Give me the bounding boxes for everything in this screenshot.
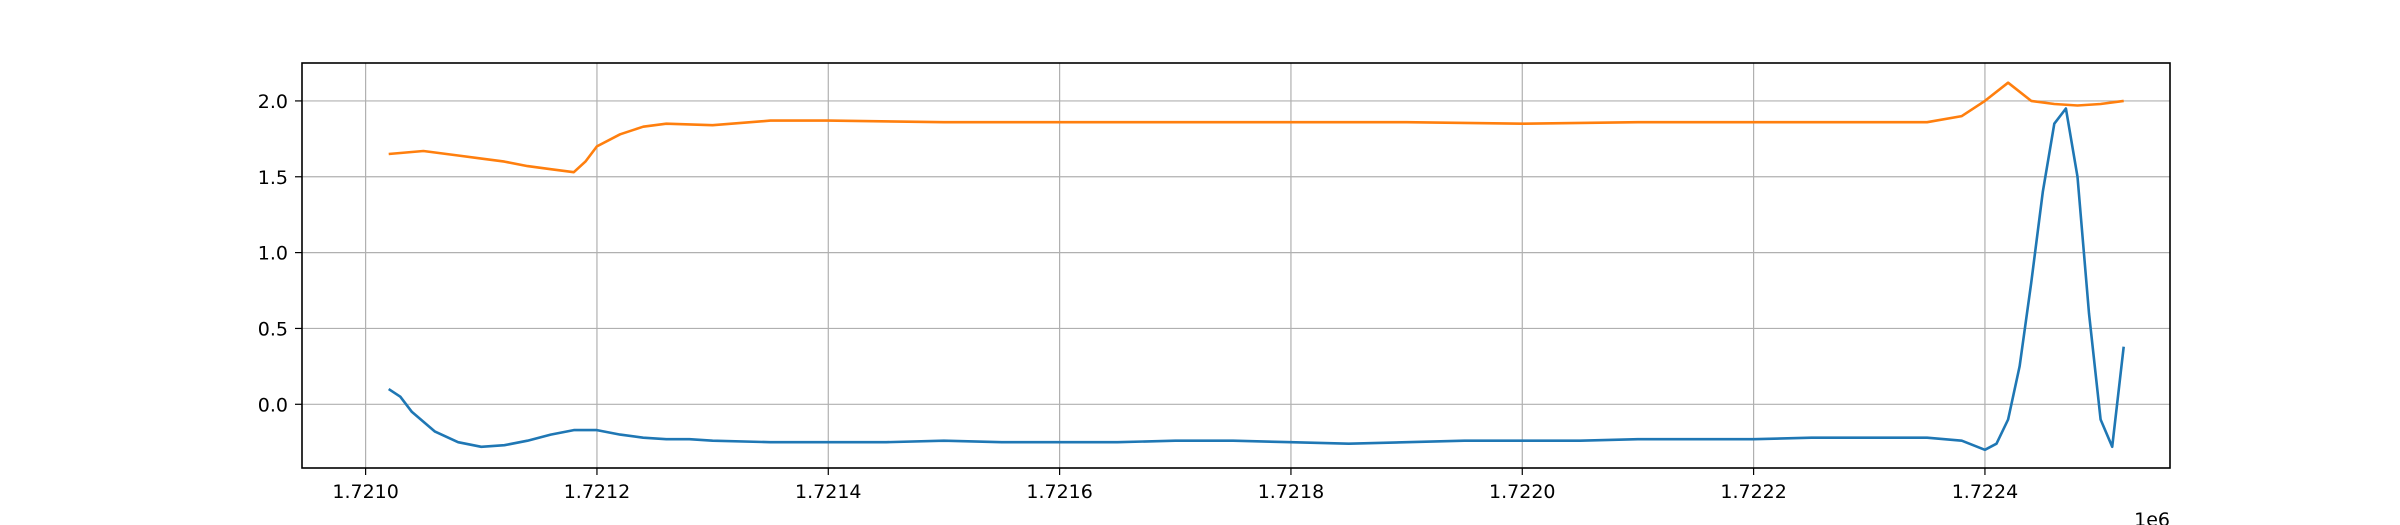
y-axis-ticks: 0.0 0.5 1.0 1.5 2.0 bbox=[258, 91, 302, 416]
series-lines bbox=[387, 81, 2125, 452]
grid-lines bbox=[302, 63, 2170, 468]
y-tick-label: 0.0 bbox=[258, 394, 288, 416]
x-tick-label: 1.7224 bbox=[1952, 481, 2018, 503]
x-tick-label: 1.7222 bbox=[1720, 481, 1786, 503]
x-tick-label: 1.7212 bbox=[564, 481, 630, 503]
y-tick-label: 1.0 bbox=[258, 243, 288, 265]
series-line-blue bbox=[387, 107, 2125, 452]
x-tick-label: 1.7220 bbox=[1489, 481, 1555, 503]
y-tick-label: 0.5 bbox=[258, 318, 288, 340]
y-tick-label: 1.5 bbox=[258, 167, 288, 189]
x-axis-offset-label: 1e6 bbox=[2134, 509, 2170, 525]
x-tick-label: 1.7218 bbox=[1258, 481, 1324, 503]
x-tick-label: 1.7214 bbox=[795, 481, 861, 503]
x-axis-ticks: 1.7210 1.7212 1.7214 1.7216 1.7218 1.7220 1.72… bbox=[332, 468, 2018, 503]
plot-frame bbox=[301, 62, 2171, 469]
x-tick-label: 1.7216 bbox=[1026, 481, 1092, 503]
y-tick-label: 2.0 bbox=[258, 91, 288, 113]
x-tick-label: 1.7210 bbox=[332, 481, 398, 503]
series-line-orange bbox=[388, 81, 2124, 174]
